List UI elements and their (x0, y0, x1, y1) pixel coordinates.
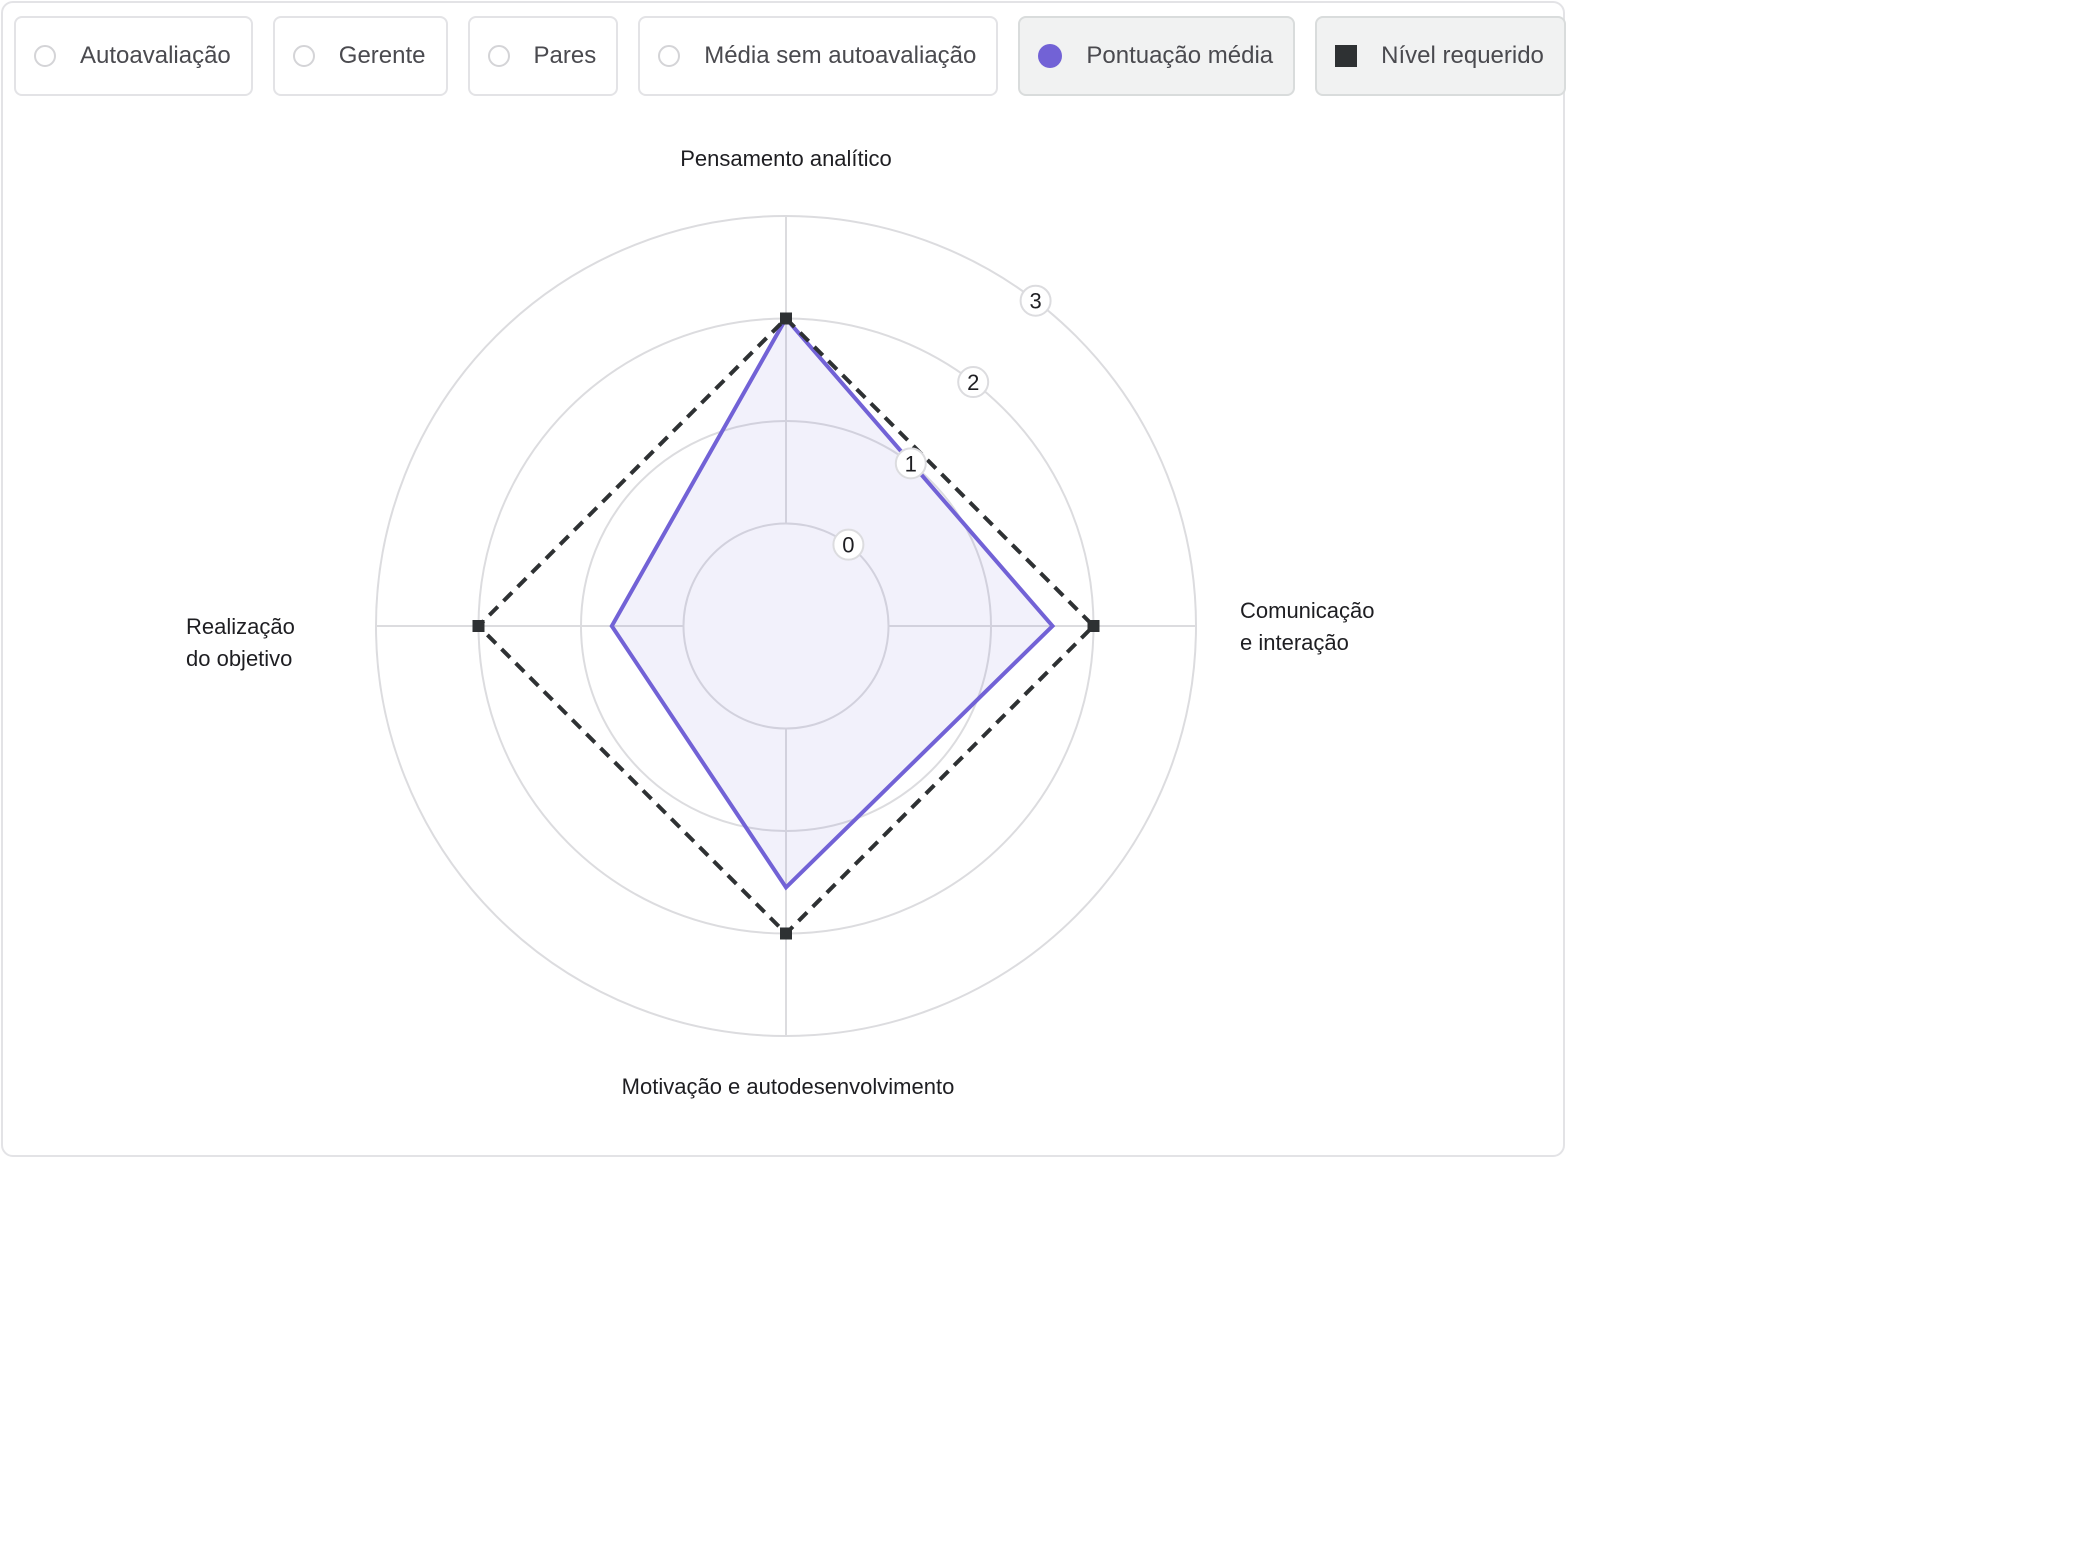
axis-title: Comunicação (1240, 598, 1375, 623)
axis-title: Realização (186, 614, 295, 639)
legend-label: Média sem autoavaliação (704, 42, 977, 69)
radio-unchecked-icon (292, 45, 315, 67)
tick-label-badge (1019, 284, 1052, 317)
radar-chart: 0 1 2 3 Pensamento analítico Comunicação e int… (186, 146, 1375, 1099)
radial-tick-label: 1 (905, 451, 917, 476)
axis-title: do objetivo (186, 646, 292, 671)
legend-item-media-sem-autoavaliacao[interactable]: Média sem autoavaliação (638, 16, 999, 96)
series-pontuacao-media-line (609, 315, 1056, 891)
legend-label: Nível requerido (1381, 42, 1544, 69)
tick-label-badge (832, 528, 865, 561)
required-level-point (1087, 620, 1100, 632)
axis-title: Pensamento analítico (680, 146, 892, 171)
legend-label: Gerente (338, 42, 426, 69)
chart-card (1, 1, 1565, 1157)
radio-unchecked-icon (34, 45, 56, 67)
legend-label: Pares (533, 42, 597, 69)
axis-title: Motivação e autodesenvolvimento (622, 1074, 955, 1099)
legend: Autoavaliação Gerente Pares Média sem au… (14, 16, 2084, 96)
tick-label-badge (957, 366, 990, 399)
legend-item-pontuacao-media[interactable]: Pontuação média (1018, 16, 1296, 96)
legend-item-nivel-requerido[interactable]: Nível requerido (1315, 16, 1566, 96)
radio-unchecked-icon (487, 45, 510, 67)
radial-tick-label: 3 (1029, 289, 1041, 314)
radial-tick-label: 2 (967, 370, 979, 395)
required-level-point (472, 620, 485, 632)
radial-tick-label: 0 (842, 533, 854, 558)
legend-item-autoavaliacao[interactable]: Autoavaliação (14, 16, 253, 96)
required-level-point (780, 312, 792, 325)
legend-item-pares[interactable]: Pares (467, 16, 619, 96)
axis-title: e interação (1240, 630, 1349, 655)
circle-marker-icon (1038, 44, 1063, 68)
legend-label: Autoavaliação (80, 42, 231, 69)
legend-label: Pontuação média (1086, 42, 1274, 69)
tick-label-badge (894, 447, 927, 480)
legend-item-gerente[interactable]: Gerente (272, 16, 448, 96)
square-marker-icon (1335, 45, 1358, 67)
radio-unchecked-icon (658, 45, 681, 67)
required-level-point (780, 927, 792, 940)
